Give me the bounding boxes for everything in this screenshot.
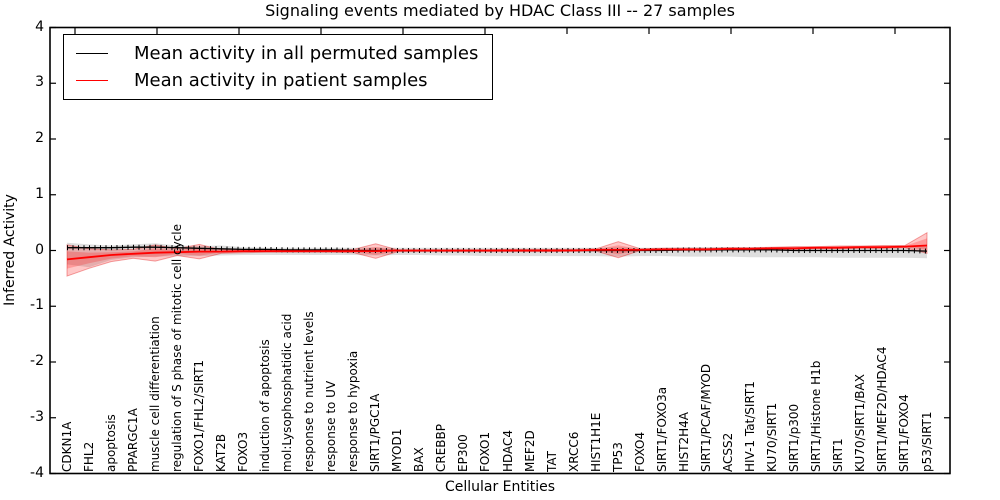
x-tick-label: regulation of S phase of mitotic cell cy… [169,223,184,472]
x-tick-label: FOXO4 [632,431,647,472]
legend-line-sample-permuted [76,53,108,54]
x-tick-label: induction of apoptosis [257,338,272,472]
legend-label-patient: Mean activity in patient samples [134,70,428,91]
x-tick-label: BAX [412,446,427,472]
x-tick-label: MYOD1 [390,428,405,472]
y-axis-label: Inferred Activity [2,194,18,306]
x-tick-label: FHL2 [81,441,96,472]
y-tick-label: -3 [30,408,44,425]
x-tick-label: HIST2H4A [676,411,691,472]
x-tick-label: HDAC4 [500,429,515,472]
legend: Mean activity in all permuted samples Me… [63,34,494,100]
x-tick-label: SIRT1/PGC1A [368,393,383,472]
x-tick-label: KU70/SIRT1 [765,402,780,472]
x-tick-label: HIST1H1E [588,412,603,472]
y-tick-label: -1 [30,297,44,314]
x-tick-label: p53/SIRT1 [919,410,934,472]
x-tick-label: FOXO3 [235,431,250,472]
y-tick-label: 0 [35,241,44,258]
x-tick-label: response to nutrient levels [302,310,317,472]
x-tick-label: TAT [544,450,559,472]
x-tick-label: response to hypoxia [346,350,361,472]
legend-item-patient: Mean activity in patient samples [64,67,478,94]
x-tick-label: KAT2B [213,433,228,472]
legend-item-permuted: Mean activity in all permuted samples [64,40,478,67]
x-tick-label: SIRT1/FOXO4 [897,393,912,472]
y-tick-label: 3 [35,74,44,91]
x-tick-label: FOXO1 [478,431,493,472]
x-tick-label: SIRT1/FOXO3a [654,386,669,472]
x-tick-label: CREBBP [434,423,449,472]
x-tick-label: ACSS2 [721,432,736,472]
y-tick-label: 4 [35,18,44,35]
x-tick-label: SIRT1/MEF2D/HDAC4 [875,346,890,472]
x-tick-label: response to UV [324,380,339,472]
y-tick-label: 1 [35,185,44,202]
x-tick-label: CDKN1A [59,421,74,472]
x-tick-label: apoptosis [103,413,118,472]
x-tick-label: muscle cell differentiation [147,315,162,472]
x-tick-label: PPARGC1A [125,407,140,472]
x-axis-label: Cellular Entities [444,479,556,495]
x-tick-label: mol:Lysophosphatidic acid [280,313,294,472]
y-tick-label: 2 [35,130,44,146]
x-tick-label: MEF2D [522,429,537,472]
y-tick-label: -2 [30,353,44,369]
x-tick-label: EP300 [456,433,471,472]
x-tick-label: SIRT1/Histone H1b [809,360,824,472]
x-tick-label: SIRT1 [831,437,846,472]
x-tick-label: SIRT1/PCAF/MYOD [698,363,713,472]
x-tick-label: FOXO1/FHL2/SIRT1 [191,359,206,472]
x-tick-label: KU70/SIRT1/BAX [853,373,868,472]
x-tick-label: XRCC6 [566,431,581,472]
y-tick-label: -4 [30,464,44,481]
x-tick-label: TP53 [610,441,625,472]
legend-label-permuted: Mean activity in all permuted samples [134,43,479,64]
legend-line-sample-patient [76,80,108,81]
chart-title: Signaling events mediated by HDAC Class … [265,1,735,20]
x-tick-label: SIRT1/p300 [787,403,802,472]
x-tick-label: HIV-1 Tat/SIRT1 [743,380,758,472]
